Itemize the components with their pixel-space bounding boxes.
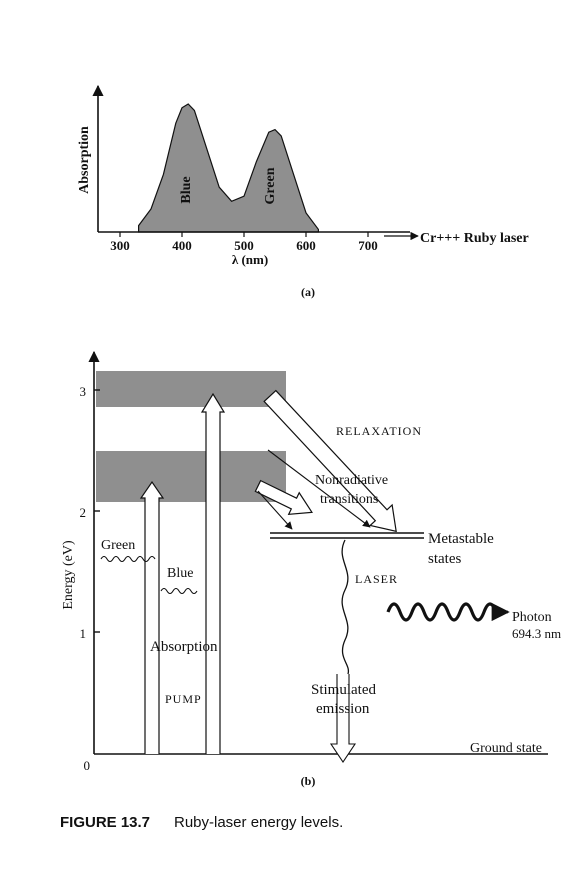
laser-label: LASER [355,572,398,586]
x-tick-label: 600 [296,238,316,253]
absorption-area [138,103,319,233]
photon-wavelength: 694.3 nm [512,626,561,641]
metastable-label-line1: Metastable [428,531,494,547]
blue-photon-wave [160,587,198,595]
green-photon-wave [100,555,156,563]
green-absorption-band [96,451,286,502]
photon-label: Photon [512,610,552,625]
nonradiative-arrow-1 [267,449,371,528]
energy-tick-label: 2 [80,505,87,520]
green-pump-arrow [139,480,165,754]
x-tick-label: 400 [172,238,192,253]
nonradiative-label-line2: transitions [320,492,378,507]
x-tick-label: 500 [234,238,254,253]
peak-label-blue: Blue [179,176,194,203]
photon-wave [386,602,498,622]
absorption-curve [138,103,319,233]
x-axis-label: λ (nm) [232,252,268,267]
nonradiative-arrow-2 [257,490,293,530]
peak-label-green: Green [263,167,278,204]
caption-text: Ruby-laser energy levels. [174,814,343,831]
metastable-label-line2: states [428,551,461,567]
figure-number: FIGURE 13.7 [60,814,150,831]
stimulated-label-line1: Stimulated [311,682,376,698]
energy-tick-label: 1 [80,626,87,641]
blue-pump-arrow [200,392,226,754]
ground-state-label: Ground state [470,741,542,756]
energy-tick-label: 0 [84,758,91,773]
x-tick-label: 300 [110,238,130,253]
panel-b-label: (b) [301,774,316,788]
absorption-label: Absorption [150,639,218,655]
nonradiative-label-line1: Nonradiative [315,473,388,488]
energy-tick-label: 3 [80,384,87,399]
relaxation-label: RELAXATION [336,424,422,438]
energy-axis-label: Energy (eV) [61,540,76,610]
y-axis-label: Absorption [77,126,92,194]
relaxation-arrow-long [263,389,397,533]
stimulated-emission-arrow [329,674,357,763]
panel-a-label: (a) [301,285,315,299]
blue-label: Blue [167,566,193,581]
energy-level-diagram: 0 1 2 3 Energy (eV) Green Blue Absorption P… [61,350,561,788]
stimulated-label-line2: emission [316,701,370,717]
absorption-chart: 300 400 500 600 700 Absorption λ (nm) Blue G… [77,84,529,299]
green-label: Green [101,538,135,553]
pump-label: PUMP [165,692,202,706]
x-ticks: 300 400 500 600 700 [110,232,378,253]
figure-caption: FIGURE 13.7 Ruby-laser energy levels. [60,814,343,831]
ruby-laser-label: Cr+++ Ruby laser [420,231,529,246]
x-tick-label: 700 [358,238,378,253]
blue-absorption-band [96,371,286,407]
laser-wavy-line [341,539,350,675]
energy-ticks: 0 1 2 3 [80,384,91,773]
